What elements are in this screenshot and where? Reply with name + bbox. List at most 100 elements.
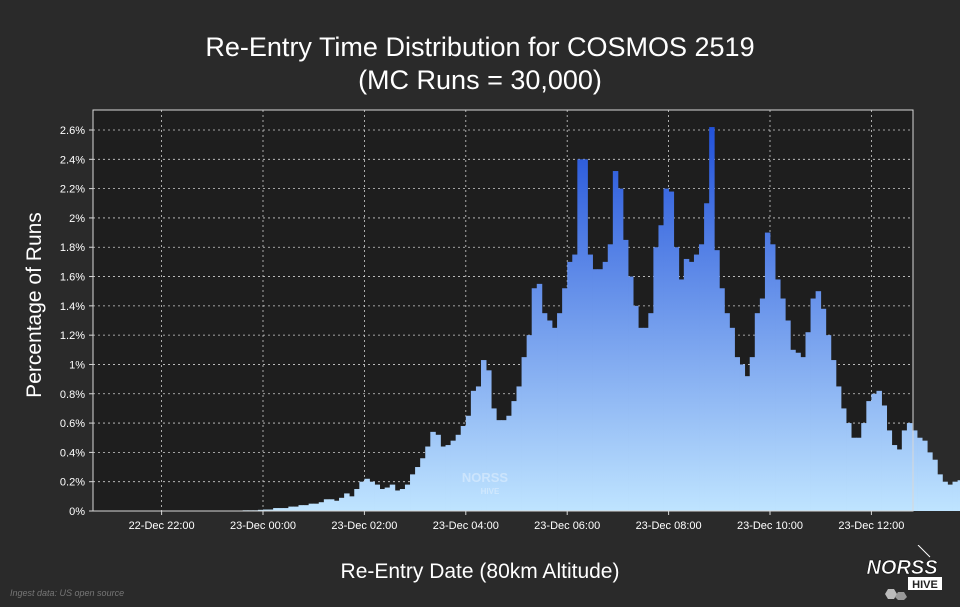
histogram-bar	[399, 489, 406, 511]
histogram-bar	[739, 364, 746, 511]
histogram-bar	[790, 349, 796, 511]
histogram-bar	[851, 437, 857, 511]
histogram-bar	[592, 269, 599, 511]
histogram-bar	[475, 386, 482, 511]
histogram-bar	[668, 191, 675, 512]
histogram-bar	[683, 258, 690, 511]
watermark-line2: HIVE	[481, 487, 500, 496]
chart-title: Re-Entry Time Distribution for COSMOS 25…	[205, 32, 755, 62]
histogram-bar	[754, 313, 761, 511]
histogram-bar	[724, 313, 730, 511]
histogram-bar	[825, 335, 832, 511]
x-tick-label: 23-Dec 10:00	[737, 520, 803, 532]
histogram-bar	[420, 458, 426, 511]
histogram-bar	[587, 254, 593, 511]
histogram-bar	[496, 420, 502, 511]
y-tick-label: 1.4%	[60, 301, 85, 313]
histogram-bar	[293, 506, 299, 511]
hexagon-icon	[885, 589, 897, 599]
histogram-bar	[871, 393, 877, 511]
histogram-bar	[770, 244, 776, 512]
chart-subtitle: (MC Runs = 30,000)	[358, 65, 602, 95]
histogram-bar	[521, 357, 528, 511]
histogram-bar	[567, 261, 573, 511]
y-axis-label: Percentage of Runs	[23, 212, 46, 398]
histogram-bar	[263, 509, 269, 511]
histogram-bar	[947, 484, 953, 511]
histogram-bar	[557, 313, 563, 511]
histogram-bar	[957, 480, 960, 511]
histogram-bar	[896, 449, 903, 511]
histogram-bar	[830, 360, 837, 511]
y-axis: 0% 0.2% 0.4% 0.6% 0.8% 1% 1.2% 1.4% 1.6% 1.8% 2% 2.…	[60, 125, 93, 518]
y-tick-label: 1.6%	[60, 272, 85, 284]
histogram-bars	[110, 127, 960, 512]
histogram-bar	[866, 401, 872, 511]
histogram-bar	[876, 390, 882, 511]
histogram-bar	[323, 499, 330, 511]
histogram-bar	[374, 484, 381, 511]
histogram-bar	[506, 415, 512, 511]
histogram-bar	[633, 305, 639, 511]
watermark-line1: NORSS	[462, 470, 509, 485]
histogram-bar	[734, 357, 740, 511]
histogram-bar	[744, 376, 751, 511]
histogram-bar	[425, 446, 431, 511]
histogram-bar	[775, 279, 781, 511]
histogram-bar	[328, 499, 335, 511]
histogram-bar	[445, 445, 451, 511]
y-tick-label: 0.6%	[60, 418, 85, 430]
histogram-bar	[628, 276, 634, 511]
histogram-bar	[582, 159, 588, 511]
histogram-bar	[536, 283, 543, 511]
histogram-bar	[501, 420, 507, 511]
histogram-bar	[820, 308, 827, 511]
histogram-bar	[846, 423, 852, 511]
histogram-bar	[932, 459, 938, 511]
histogram-bar	[785, 320, 791, 511]
histogram-bar	[658, 225, 664, 511]
hexagon-icon	[895, 592, 907, 600]
histogram-bar	[693, 254, 700, 511]
histogram-bar	[622, 239, 629, 511]
histogram-bar	[404, 484, 411, 511]
x-tick-label: 23-Dec 06:00	[534, 520, 600, 532]
histogram-bar	[273, 508, 279, 511]
x-tick-label: 23-Dec 00:00	[230, 520, 296, 532]
y-tick-label: 2.4%	[60, 154, 85, 166]
x-tick-label: 23-Dec 12:00	[838, 520, 904, 532]
histogram-bar	[257, 509, 264, 511]
histogram-bar	[415, 467, 421, 511]
histogram-bar	[688, 261, 695, 511]
histogram-bar	[460, 426, 467, 511]
histogram-bar	[911, 430, 918, 511]
x-tick-label: 23-Dec 02:00	[331, 520, 397, 532]
histogram-bar	[597, 269, 604, 511]
histogram-bar	[927, 452, 933, 511]
histogram-bar	[922, 440, 928, 511]
y-tick-label: 0.4%	[60, 447, 85, 459]
histogram-bar	[389, 484, 396, 511]
histogram-bar	[891, 445, 898, 511]
histogram-bar	[455, 434, 462, 511]
histogram-bar	[333, 500, 340, 511]
y-tick-label: 2.2%	[60, 184, 85, 196]
y-tick-label: 0.2%	[60, 477, 85, 489]
histogram-bar	[435, 434, 441, 511]
histogram-bar	[856, 437, 862, 511]
histogram-bar	[648, 313, 654, 511]
logo-line2: HIVE	[912, 579, 938, 591]
histogram-bar	[663, 188, 669, 511]
histogram-bar	[546, 320, 553, 511]
histogram-bar	[572, 254, 578, 511]
histogram-bar	[607, 244, 614, 512]
histogram-bar	[359, 481, 365, 511]
logo-badge	[908, 577, 942, 590]
x-tick-label: 23-Dec 08:00	[636, 520, 702, 532]
histogram-bar	[795, 352, 801, 511]
histogram-bar	[481, 360, 487, 511]
histogram-bar	[952, 481, 958, 511]
histogram-bar	[440, 446, 446, 511]
y-tick-label: 2.6%	[60, 125, 85, 137]
